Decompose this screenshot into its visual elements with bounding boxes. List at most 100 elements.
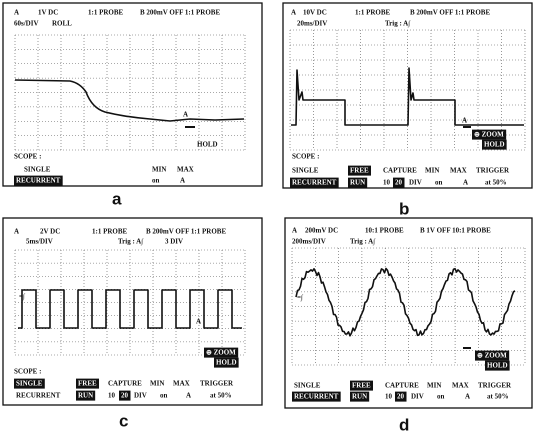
screen-label: HOLD [487,362,508,370]
screen-label: DIV [409,179,422,187]
screen-label: B 1V OFF 10:1 PROBE [420,227,491,235]
inverted-box [290,177,339,188]
screen-label: SCOPE : [14,368,41,376]
screen-label: A [180,177,185,185]
screen-label: SCOPE : [14,153,41,161]
screen-label: CAPTURE [383,167,417,175]
screen-label: MAX [177,166,194,174]
screen-label: SINGLE [294,382,321,390]
screen-label: A [14,9,19,17]
screen-label: on [435,179,443,187]
screen-label: 20 [397,393,405,401]
screen-label: SINGLE [16,380,43,388]
screen-label: 5ms/DIV [26,238,53,246]
inverted-box [14,175,63,186]
screen-label: HOLD [484,141,505,149]
screen-label: Trig : A∫ [350,238,376,246]
screen-label: A [14,228,19,236]
screen-label: RECURRENT [16,392,61,400]
screen-label: 1:1 PROBE [355,9,391,17]
inverted-box [350,391,370,402]
inverted-box [475,350,510,361]
inverted-box [472,129,507,140]
screen-label: A [463,179,468,187]
screen-label: TRIGGER [476,167,510,175]
inverted-box [348,177,368,188]
screen-label: ⊕ ZOOM [477,352,507,360]
screen-label: ⊕ ZOOM [206,349,236,357]
screen-label: 2V DC [40,228,60,236]
screen-label: SINGLE [24,166,51,174]
screen-label: CAPTURE [108,380,142,388]
screen-label: 20ms/DIV [297,20,327,28]
screen-frame [284,217,533,409]
screen-label: MAX [173,380,190,388]
screen-label: 10 [383,179,391,187]
inverted-box [350,380,373,391]
screen-label: B 200mV OFF 1:1 PROBE [146,228,226,236]
screen-label: DIV [134,392,147,400]
screen-label: FREE [350,167,369,175]
screen-label: 200ms/DIV [292,238,326,246]
caption: a [112,189,122,208]
screen-label: A [183,111,188,119]
screen-label: Trig : A∫ [118,238,144,246]
screen-label: 10:1 PROBE [365,227,404,235]
screen-label: MIN [152,166,166,174]
screen-label: =∫ [19,293,26,301]
screen-label: A [196,318,201,326]
inverted-box [119,390,131,401]
screen-label: on [437,393,445,401]
screen-label: 10 [108,392,116,400]
caption: c [119,411,128,430]
screen-label: A [462,117,467,125]
screen-frame [282,2,533,189]
screen-label: ⊕ ZOOM [474,131,504,139]
inverted-box [482,139,507,150]
screen-label: Trig : A∫ [385,20,411,28]
screen-label: HOLD [197,141,218,149]
inverted-box [348,165,371,176]
screen-label: 20 [395,179,403,187]
inverted-box [14,378,45,389]
screen-label: MIN [427,382,441,390]
screen-label: RUN [352,393,367,401]
screen-label: 200mV DC [305,227,338,235]
screen-label: FREE [78,380,97,388]
screen-label: RECURRENT [292,179,337,187]
inverted-box [393,177,405,188]
waveform [295,267,516,337]
screen-label: 10 [385,393,393,401]
screen-label: A [292,227,297,235]
inverted-box [204,347,239,358]
screen-label: B 200mV OFF 1:1 PROBE [410,9,490,17]
screen-label: RECURRENT [16,177,61,185]
screen-label: TRIGGER [200,380,234,388]
screen-frame [2,217,263,406]
screen-label: A [465,393,470,401]
screen-label: at 50% [485,179,507,187]
screen-label: MIN [150,380,164,388]
screen-label: A [186,392,191,400]
screen-label: B 200mV OFF 1:1 PROBE [140,9,220,17]
inverted-box [485,360,510,371]
screen-label: RECURRENT [294,393,339,401]
screen-label: HOLD [216,359,237,367]
screen-label: 3 DIV [165,238,183,246]
screen-frame [2,2,263,187]
waveform [18,289,242,329]
screen-label: MAX [452,382,469,390]
screen-label: 10V DC [303,9,327,17]
screen-label: 1:1 PROBE [92,228,128,236]
screen-label: FREE [352,382,371,390]
inverted-box [76,378,99,389]
screen-label: RUN [78,392,93,400]
screen-label: 1V DC [38,9,58,17]
inverted-box [214,357,239,368]
inverted-box [395,391,407,402]
screen-label: 60s/DIV [14,20,39,28]
screen-label: 20 [121,392,129,400]
screen-label: SINGLE [292,167,319,175]
waveform [14,79,245,122]
screen-label: =∫ [297,294,304,302]
